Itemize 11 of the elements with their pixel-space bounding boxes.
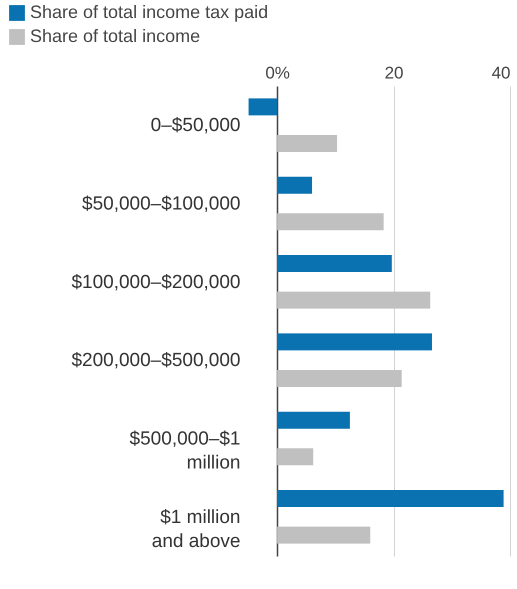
y-tick-label: $50,000–$100,000 — [82, 194, 240, 214]
legend-label: Share of total income — [30, 26, 200, 46]
x-tick-label: 0% — [265, 64, 290, 82]
y-tick-label: 0–$50,000 — [150, 115, 240, 136]
y-tick-label: $200,000–$500,000 — [71, 350, 240, 372]
y-tick-label: $1 million and above — [152, 506, 240, 552]
x-tick-label: 20 — [384, 64, 404, 82]
legend-label: Share of total income tax paid — [30, 2, 268, 22]
x-tick-label: 40 — [492, 64, 510, 82]
y-tick-label: $100,000–$200,000 — [71, 272, 240, 293]
y-tick-label: $500,000–$1 million — [130, 428, 240, 474]
